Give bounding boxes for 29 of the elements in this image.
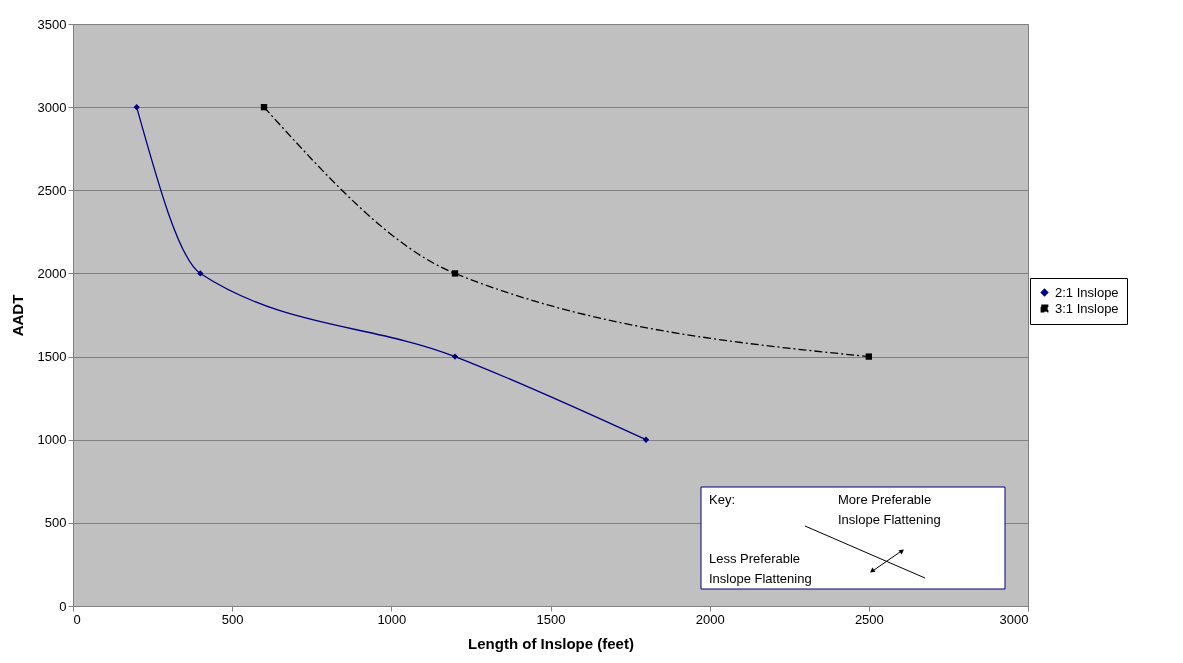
y-tick-label: 500	[44, 515, 67, 531]
point	[451, 353, 459, 360]
y-axis-title: AADT	[8, 294, 26, 337]
point	[451, 270, 459, 277]
x-tick-label: 3000	[999, 611, 1029, 627]
y-tick-label: 2000	[37, 265, 67, 281]
y-tick-label: 1500	[37, 349, 67, 365]
x-tick-label: 0	[73, 611, 81, 627]
x-tick-label: 500	[221, 611, 244, 627]
y-tick-label: 3000	[37, 99, 67, 115]
y-tick-label: 3500	[37, 16, 67, 32]
x-tick-label: 2000	[695, 611, 725, 627]
x-tick-label: 2500	[854, 611, 884, 627]
annotation: Less Preferable Inslope Flattening	[709, 551, 812, 586]
x-axis-title: Length of Inslope (feet)	[468, 634, 634, 652]
legend-label: 2:1 Inslope	[1055, 284, 1119, 300]
point	[865, 353, 872, 360]
y-tick-label: 2500	[37, 182, 67, 198]
x-tick-label: 1500	[536, 611, 566, 627]
x-tick-label: 1000	[377, 611, 407, 627]
point	[642, 436, 650, 443]
point	[260, 103, 268, 111]
y-tick-label: 1000	[37, 432, 67, 448]
point	[133, 103, 140, 111]
y-tick-label: 0	[59, 598, 67, 614]
annotation: Key:	[709, 492, 736, 507]
legend-label: 3:1 Inslope	[1055, 300, 1119, 316]
annotation: More Preferable Inslope Flattening	[838, 492, 941, 527]
point	[197, 270, 204, 277]
